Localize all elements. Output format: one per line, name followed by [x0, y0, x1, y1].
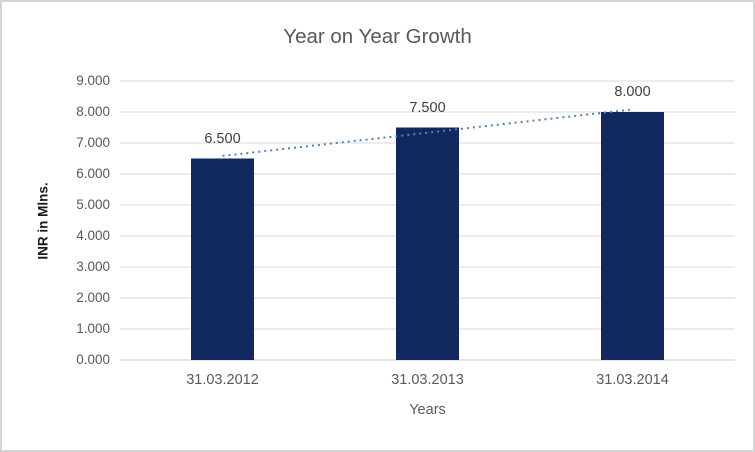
bar-data-label: 7.500	[409, 99, 446, 116]
bar-31.03.2013	[396, 127, 459, 360]
x-category-label: 31.03.2013	[391, 372, 464, 388]
y-tick-label: 0.000	[76, 352, 110, 367]
chart-title: Year on Year Growth	[283, 25, 472, 48]
y-tick-label: 9.000	[76, 73, 110, 88]
y-tick-label: 5.000	[76, 197, 110, 212]
bar-data-label: 8.000	[614, 84, 651, 100]
x-category-label: 31.03.2014	[596, 372, 669, 388]
y-tick-label: 2.000	[76, 290, 110, 305]
y-tick-label: 8.000	[76, 104, 110, 119]
bar-data-label: 6.500	[204, 130, 241, 147]
y-tick-label: 7.000	[76, 135, 110, 150]
x-axis-title: Years	[409, 402, 446, 418]
y-tick-label: 1.000	[76, 321, 110, 336]
bar-31.03.2014	[601, 112, 664, 360]
y-tick-label: 6.000	[76, 166, 110, 181]
y-tick-label: 4.000	[76, 228, 110, 243]
bar-31.03.2012	[191, 158, 254, 360]
trendline	[222, 108, 633, 157]
y-tick-label: 3.000	[76, 259, 110, 274]
x-category-label: 31.03.2012	[186, 372, 259, 388]
